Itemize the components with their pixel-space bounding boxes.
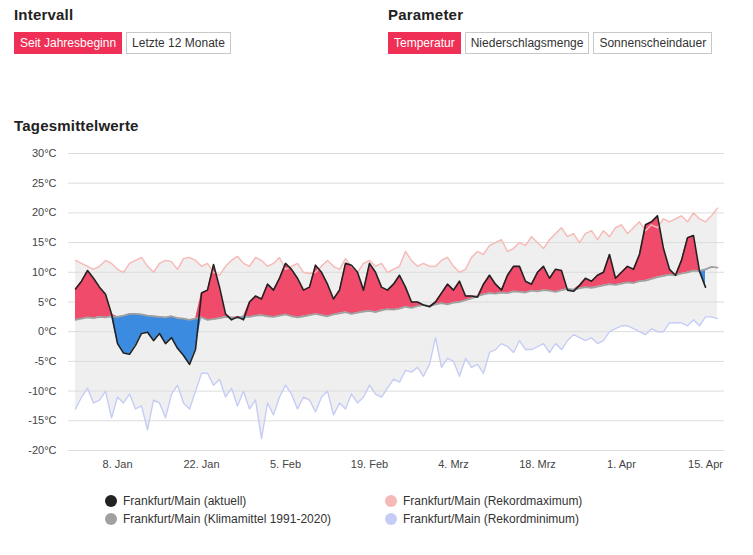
svg-text:-5°C: -5°C xyxy=(34,355,56,367)
svg-text:15. Apr: 15. Apr xyxy=(688,458,723,470)
svg-text:19. Feb: 19. Feb xyxy=(351,458,388,470)
svg-text:20°C: 20°C xyxy=(32,206,57,218)
svg-text:8. Jan: 8. Jan xyxy=(103,458,133,470)
html-text:Letzte 12 Monate: Letzte 12 Monate xyxy=(132,36,225,50)
html-text:Seit Jahresbeginn: Seit Jahresbeginn xyxy=(20,36,117,50)
svg-text:-15°C: -15°C xyxy=(28,414,56,426)
svg-text:5. Feb: 5. Feb xyxy=(270,458,301,470)
svg-text:18. Mrz: 18. Mrz xyxy=(519,458,556,470)
html-text:Frankfurt/Main (Rekordminimum): Frankfurt/Main (Rekordminimum) xyxy=(403,512,579,526)
svg-text:22. Jan: 22. Jan xyxy=(183,458,219,470)
html-text:Sonnenscheindauer: Sonnenscheindauer xyxy=(599,36,707,50)
svg-text:0°C: 0°C xyxy=(38,325,57,337)
svg-text:25°C: 25°C xyxy=(32,177,57,189)
html-text:Frankfurt/Main (Rekordmaximum): Frankfurt/Main (Rekordmaximum) xyxy=(403,494,583,508)
html-text:Niederschlagsmenge: Niederschlagsmenge xyxy=(470,36,584,50)
svg-text:-20°C: -20°C xyxy=(28,444,56,456)
html-text:Parameter: Parameter xyxy=(388,6,464,23)
svg-text:30°C: 30°C xyxy=(32,147,57,159)
svg-text:4. Mrz: 4. Mrz xyxy=(438,458,469,470)
svg-text:1. Apr: 1. Apr xyxy=(607,458,636,470)
svg-text:15°C: 15°C xyxy=(32,236,57,248)
html-text:Tagesmittelwerte: Tagesmittelwerte xyxy=(14,117,139,134)
svg-text:-10°C: -10°C xyxy=(28,385,56,397)
html-text:Frankfurt/Main (aktuell): Frankfurt/Main (aktuell) xyxy=(123,494,247,508)
html-text:Temperatur: Temperatur xyxy=(394,36,455,50)
html-text:Frankfurt/Main (Klimamittel 19: Frankfurt/Main (Klimamittel 1991-2020) xyxy=(123,512,332,526)
svg-text:5°C: 5°C xyxy=(38,296,57,308)
svg-text:10°C: 10°C xyxy=(32,266,57,278)
html-text:Intervall: Intervall xyxy=(14,6,74,23)
